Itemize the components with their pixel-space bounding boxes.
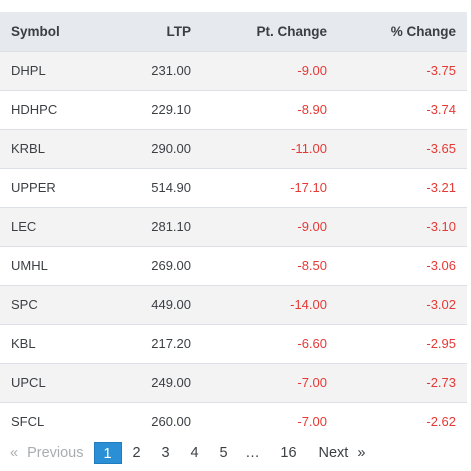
cell-pct-change: -3.10: [426, 219, 456, 234]
cell-symbol[interactable]: UPCL: [11, 375, 46, 390]
table-row[interactable]: HDHPC 229.10 -8.90 -3.74: [0, 90, 467, 129]
cell-pt-change: -11.00: [291, 141, 327, 156]
cell-pt-change: -6.60: [297, 336, 327, 351]
cell-symbol[interactable]: SFCL: [11, 414, 45, 430]
cell-ltp: 269.00: [151, 258, 191, 273]
cell-ltp: 217.20: [151, 336, 191, 351]
cell-pt-change: -7.00: [297, 375, 327, 390]
previous-page-button[interactable]: « Previous: [10, 445, 84, 461]
cell-pt-change: -17.10: [290, 180, 327, 195]
page-1-button[interactable]: 1: [93, 442, 122, 464]
cell-pt-change: -7.00: [297, 414, 327, 430]
cell-symbol[interactable]: KRBL: [11, 141, 45, 156]
column-header-pt-change[interactable]: Pt. Change: [256, 23, 327, 39]
cell-ltp: 514.90: [151, 180, 191, 195]
cell-ltp: 260.00: [151, 414, 191, 430]
cell-ltp: 249.00: [151, 375, 191, 390]
cell-pt-change: -8.90: [297, 102, 327, 117]
cell-ltp: 290.00: [151, 141, 191, 156]
table-row[interactable]: LEC 281.10 -9.00 -3.10: [0, 207, 467, 246]
cell-pt-change: -14.00: [290, 297, 327, 312]
losers-table: Symbol LTP Pt. Change % Change DHPL 231.0…: [0, 12, 467, 441]
table-row[interactable]: KBL 217.20 -6.60 -2.95: [0, 324, 467, 363]
page-16-button[interactable]: 16: [280, 445, 297, 461]
table-row[interactable]: UMHL 269.00 -8.50 -3.06: [0, 246, 467, 285]
cell-pct-change: -3.65: [426, 141, 456, 156]
next-label: Next: [318, 445, 349, 461]
cell-ltp: 231.00: [151, 63, 191, 78]
cell-pt-change: -8.50: [297, 258, 327, 273]
cell-pct-change: -2.95: [426, 336, 456, 351]
page-2-button[interactable]: 2: [132, 445, 141, 461]
column-header-symbol[interactable]: Symbol: [11, 23, 60, 39]
cell-pct-change: -3.02: [426, 297, 456, 312]
cell-pct-change: -2.62: [426, 414, 456, 430]
cell-symbol[interactable]: HDHPC: [11, 102, 58, 117]
double-left-arrow-icon: «: [10, 445, 19, 461]
table-row[interactable]: KRBL 290.00 -11.00 -3.65: [0, 129, 467, 168]
cell-pct-change: -3.74: [426, 102, 456, 117]
table-header-row: Symbol LTP Pt. Change % Change: [0, 12, 467, 51]
cell-pct-change: -3.21: [426, 180, 456, 195]
column-header-ltp[interactable]: LTP: [166, 23, 192, 39]
cell-ltp: 449.00: [151, 297, 191, 312]
table-row[interactable]: UPPER 514.90 -17.10 -3.21: [0, 168, 467, 207]
pagination-ellipsis: …: [245, 445, 260, 461]
page-4-button[interactable]: 4: [190, 445, 199, 461]
next-page-button[interactable]: Next »: [319, 445, 366, 461]
cell-pt-change: -9.00: [297, 63, 327, 78]
table-row[interactable]: SFCL 260.00 -7.00 -2.62: [0, 402, 467, 441]
page-5-button[interactable]: 5: [219, 445, 228, 461]
cell-symbol[interactable]: KBL: [11, 336, 36, 351]
cell-symbol[interactable]: LEC: [11, 219, 37, 234]
cell-ltp: 281.10: [151, 219, 191, 234]
pagination: « Previous 1 2 3 4 5 … 16 Next »: [10, 442, 365, 464]
table-row[interactable]: UPCL 249.00 -7.00 -2.73: [0, 363, 467, 402]
previous-label: Previous: [27, 445, 84, 461]
cell-ltp: 229.10: [151, 102, 191, 117]
cell-pct-change: -3.75: [426, 63, 456, 78]
cell-symbol[interactable]: DHPL: [11, 63, 46, 78]
cell-symbol[interactable]: SPC: [11, 297, 38, 312]
table-row[interactable]: SPC 449.00 -14.00 -3.02: [0, 285, 467, 324]
column-header-pct-change[interactable]: % Change: [390, 23, 456, 39]
cell-pt-change: -9.00: [297, 219, 327, 234]
cell-pct-change: -3.06: [426, 258, 456, 273]
cell-symbol[interactable]: UMHL: [11, 258, 48, 273]
page-3-button[interactable]: 3: [161, 445, 170, 461]
table-row[interactable]: DHPL 231.00 -9.00 -3.75: [0, 51, 467, 90]
cell-pct-change: -2.73: [426, 375, 456, 390]
double-right-arrow-icon: »: [357, 445, 366, 461]
losers-table-container: Symbol LTP Pt. Change % Change DHPL 231.0…: [0, 12, 467, 441]
cell-symbol[interactable]: UPPER: [11, 180, 56, 195]
